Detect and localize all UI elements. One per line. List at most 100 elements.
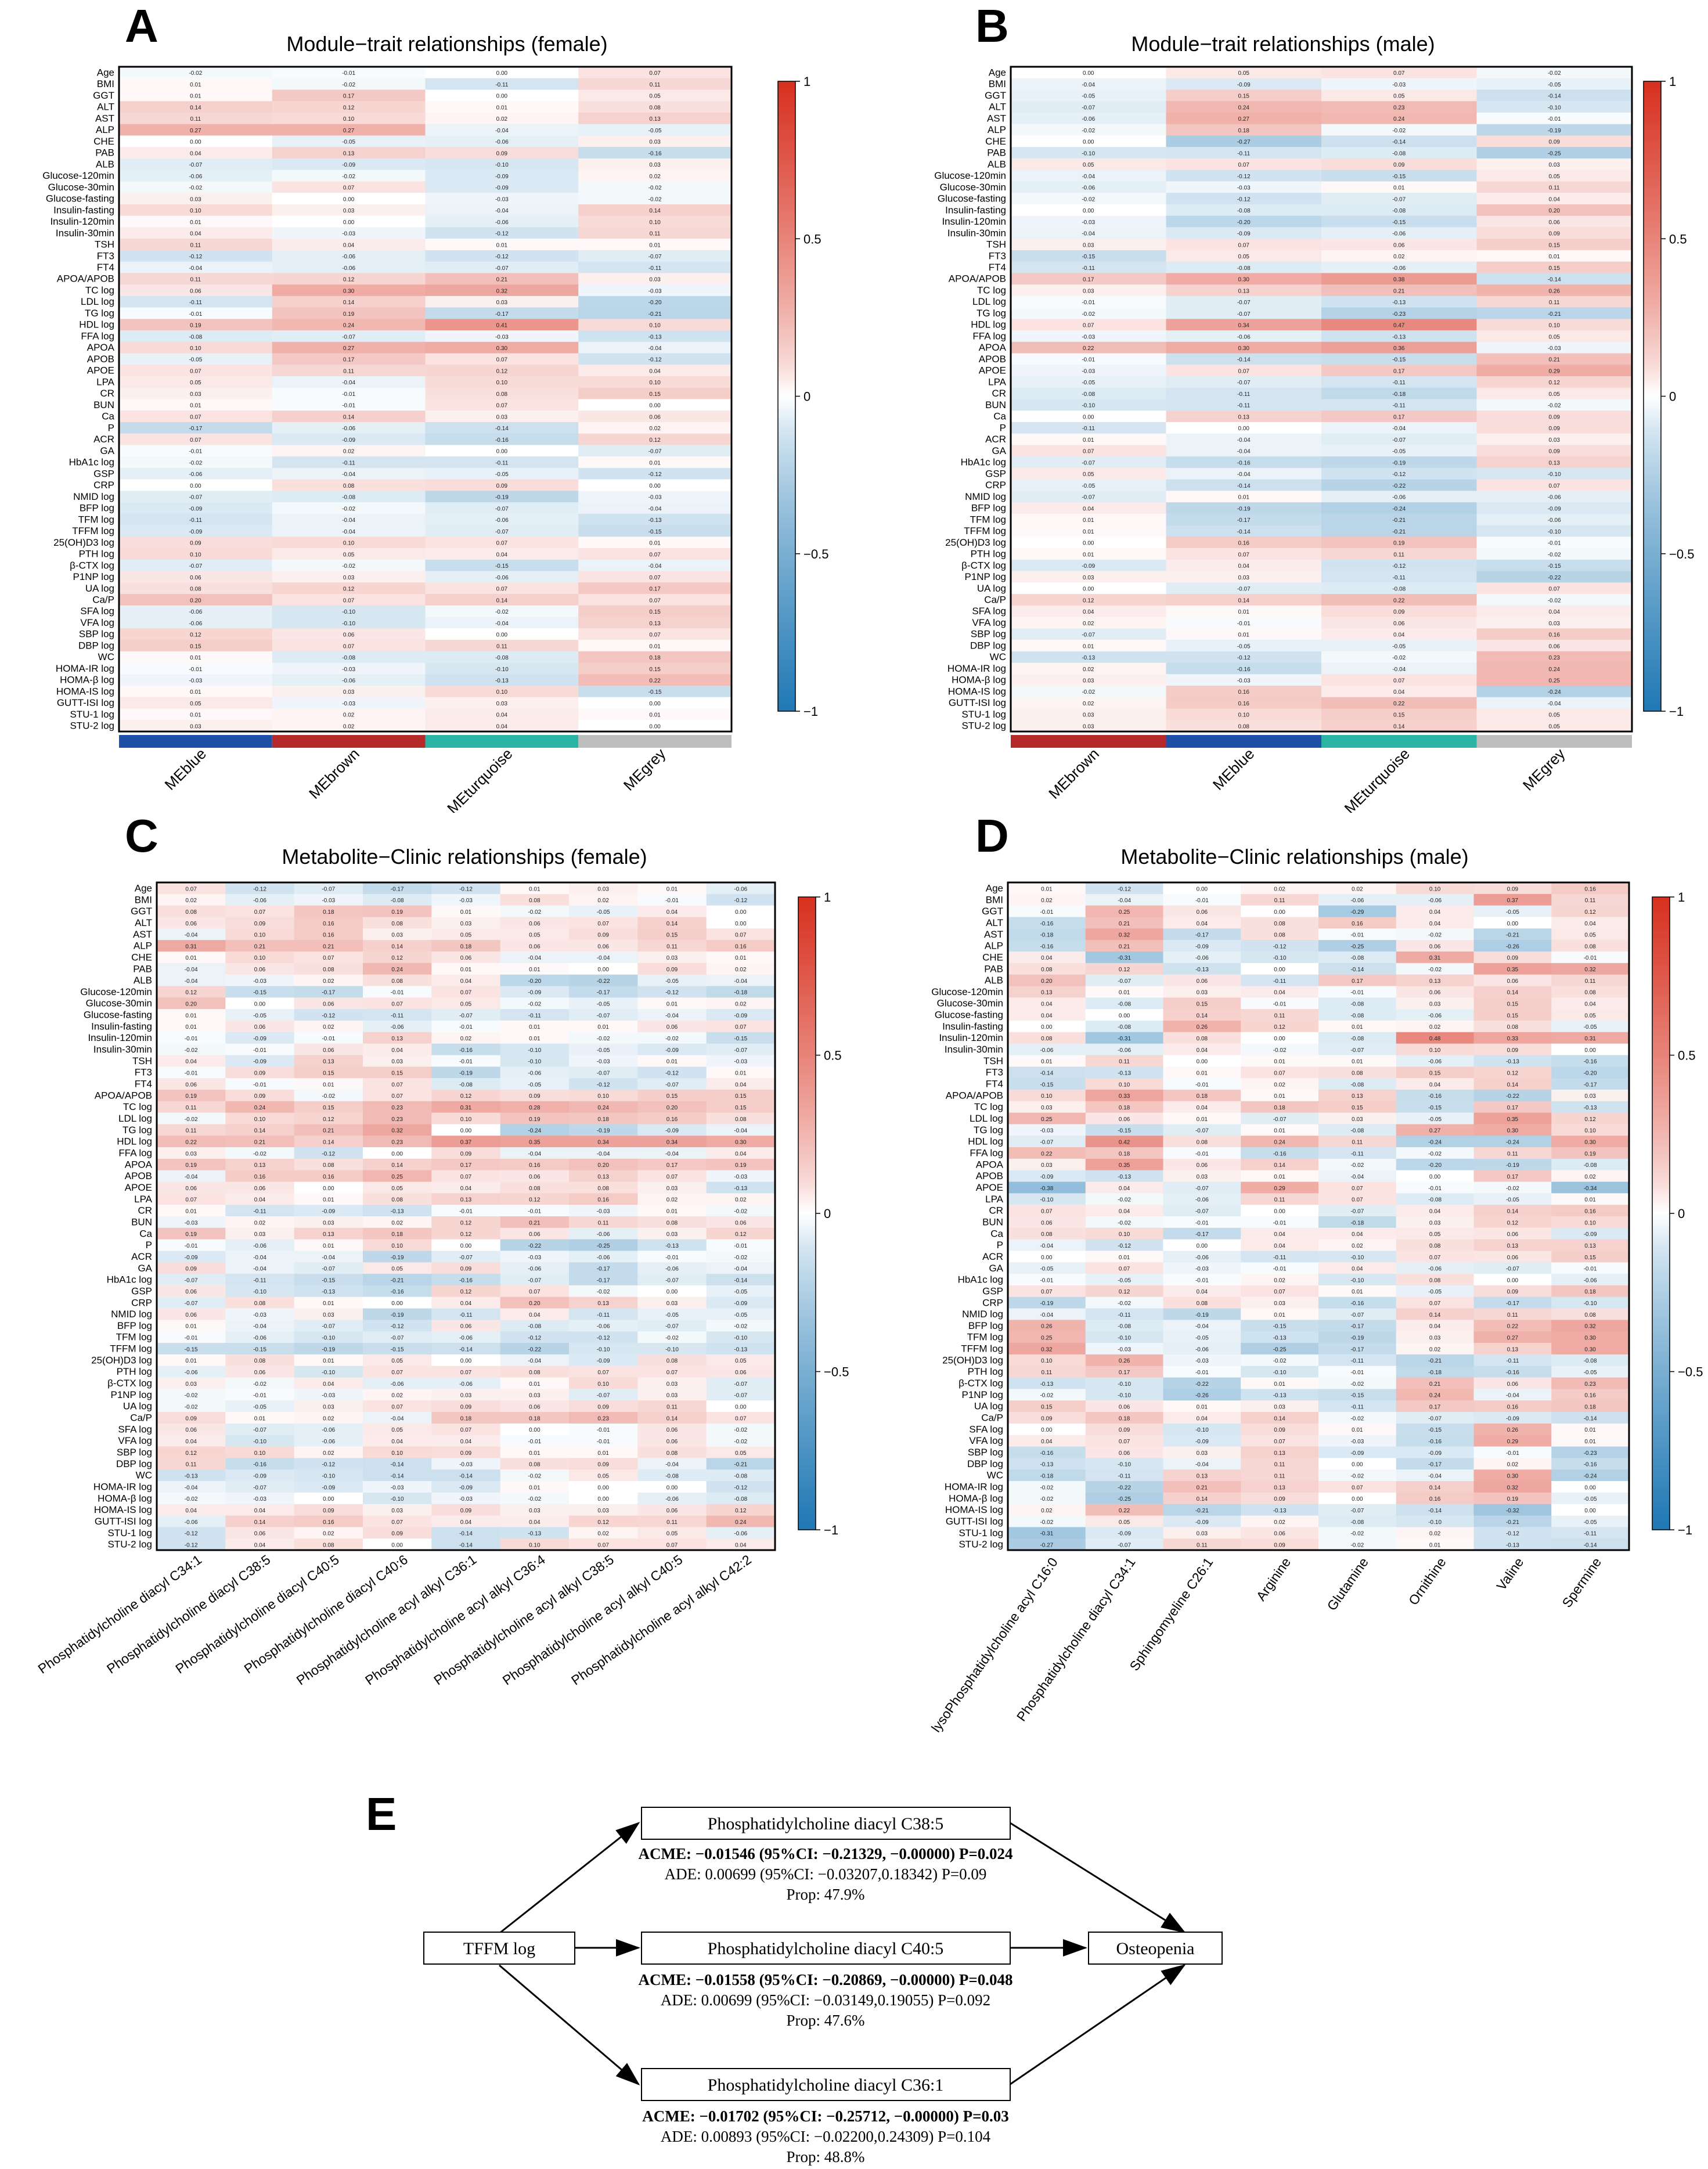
heatmap-cell [1085, 1492, 1163, 1505]
heatmap-cell [294, 1170, 363, 1183]
heatmap-cell [1166, 491, 1322, 503]
cell-value-label: 0.01 [1238, 609, 1250, 615]
cell-value-label: -0.09 [342, 437, 355, 444]
row-label: STU-1 log [961, 709, 1006, 720]
row-label: GUTT-ISI log [57, 697, 114, 708]
cell-value-label: -0.23 [1584, 1450, 1597, 1457]
cell-value-label: -0.25 [1548, 150, 1561, 157]
heatmap-cell [1321, 135, 1477, 147]
heatmap-cell [157, 986, 226, 998]
row-label: SFA log [972, 606, 1006, 617]
cell-value-label: 0.04 [1083, 609, 1094, 615]
heatmap-cell [1476, 410, 1633, 423]
heatmap-cell [294, 1009, 363, 1021]
heatmap-cell [569, 1181, 638, 1194]
cell-value-label: -0.12 [734, 1485, 747, 1491]
heatmap-cell [1166, 101, 1322, 113]
cell-value-label: 0.01 [666, 1059, 678, 1065]
row-label: PAB [987, 147, 1006, 158]
cell-value-label: 0.17 [666, 1162, 678, 1169]
colorbar-tick-label: 0.5 [803, 232, 821, 246]
cell-value-label: -0.08 [1118, 1324, 1131, 1330]
cell-value-label: -0.11 [1118, 1473, 1131, 1479]
heatmap-cell [1321, 548, 1477, 560]
cell-value-label: -0.02 [189, 460, 202, 466]
cell-value-label: 0.08 [1584, 990, 1596, 996]
row-label: Insulin-120min [50, 216, 114, 227]
row-label: BMI [986, 894, 1003, 905]
cell-value-label: 0.15 [1352, 1105, 1363, 1111]
heatmap-cell [569, 917, 638, 929]
cell-value-label: 0.10 [190, 208, 201, 214]
cell-value-label: 0.00 [391, 1151, 403, 1157]
cell-value-label: -0.09 [1040, 1174, 1053, 1180]
heatmap-cell [569, 1481, 638, 1493]
heatmap-cell [569, 1020, 638, 1033]
heatmap-cell [1241, 1078, 1319, 1090]
cell-value-label: 0.00 [649, 403, 661, 409]
cell-value-label: -0.06 [342, 265, 355, 272]
heatmap-cell [569, 1435, 638, 1447]
cell-value-label: -0.16 [459, 1047, 473, 1054]
row-label: BUN [131, 1216, 152, 1227]
cell-value-label: 0.00 [323, 1496, 334, 1503]
heatmap-cell [363, 1227, 432, 1240]
cell-value-label: 0.16 [597, 1197, 609, 1204]
cell-value-label: -0.07 [185, 1277, 198, 1284]
heatmap-cell [425, 89, 579, 102]
heatmap-cell [1011, 296, 1166, 308]
cell-value-label: -0.15 [1548, 563, 1561, 570]
cell-value-label: -0.07 [342, 334, 355, 340]
heatmap-cell [1241, 1343, 1319, 1355]
cell-value-label: -0.01 [253, 1047, 266, 1054]
heatmap-cell [1476, 456, 1633, 469]
colorbar-tick-label: −0.5 [803, 547, 828, 561]
heatmap-cell [1321, 158, 1477, 171]
heatmap-cell [1476, 193, 1633, 205]
heatmap-cell [578, 67, 732, 79]
heatmap-cell [294, 1262, 363, 1274]
cell-value-label: -0.16 [1237, 666, 1251, 673]
heatmap-cell [119, 720, 273, 732]
heatmap-cell [431, 917, 501, 929]
cell-value-label: 0.12 [1119, 967, 1130, 973]
cell-value-label: -0.25 [1118, 1496, 1131, 1503]
heatmap-cell [272, 250, 426, 262]
cell-value-label: -0.02 [1040, 1496, 1053, 1503]
heatmap-cell [1163, 1354, 1241, 1367]
heatmap-cell [294, 1296, 363, 1309]
cell-value-label: -0.10 [665, 1346, 679, 1353]
cell-value-label: 0.05 [1429, 1231, 1441, 1238]
cell-value-label: -0.07 [322, 1324, 335, 1330]
cell-value-label: -0.10 [1118, 1462, 1131, 1468]
cell-value-label: -0.03 [459, 898, 473, 904]
heatmap-cell [425, 341, 579, 354]
cell-value-label: -0.05 [1506, 1197, 1519, 1204]
heatmap-cell [1476, 617, 1633, 629]
row-label: LDL log [118, 1113, 152, 1124]
heatmap-cell [706, 1296, 776, 1309]
cell-value-label: 0.03 [391, 1059, 403, 1065]
mediator-box-2 [641, 1932, 1011, 1965]
cell-value-label: 0.03 [666, 1381, 678, 1388]
cell-value-label: 0.05 [391, 1358, 403, 1364]
row-label: PTH log [79, 549, 114, 560]
heatmap-cell [431, 1251, 501, 1263]
cell-value-label: 0.08 [391, 978, 403, 985]
cell-value-label: -0.10 [495, 666, 509, 673]
cell-value-label: -0.14 [734, 1277, 747, 1284]
cell-value-label: 0.02 [1507, 1462, 1519, 1468]
cell-value-label: 0.03 [529, 1393, 540, 1399]
cell-value-label: -0.04 [597, 1151, 610, 1157]
heatmap-cell [1166, 640, 1322, 652]
cell-value-label: 0.03 [649, 277, 661, 283]
cell-value-label: 0.02 [1393, 254, 1405, 260]
heatmap-cell [1085, 1365, 1163, 1378]
cell-value-label: 0.02 [735, 967, 747, 973]
cell-value-label: 0.02 [323, 1450, 334, 1457]
cell-value-label: -0.18 [734, 990, 747, 996]
cell-value-label: -0.04 [1506, 1393, 1519, 1399]
cell-value-label: -0.06 [1428, 1266, 1442, 1273]
row-label: APOA/APOB [57, 273, 114, 284]
heatmap-cell [1321, 594, 1477, 606]
